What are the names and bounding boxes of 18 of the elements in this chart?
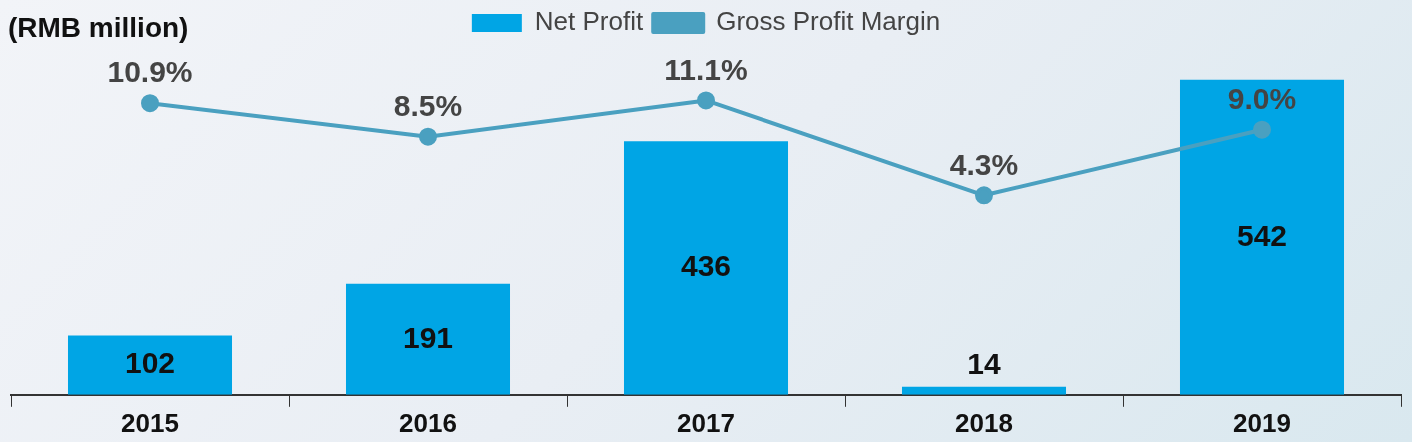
data-label: 14 xyxy=(967,346,1001,380)
x-tick-label: 2016 xyxy=(399,407,457,438)
chart-title: (RMB million) xyxy=(8,12,189,44)
legend-label: Gross Profit Margin xyxy=(716,6,941,37)
x-tick-label: 2015 xyxy=(121,407,179,438)
data-label: 10.9% xyxy=(107,55,193,89)
x-tick-label: 2018 xyxy=(955,407,1013,438)
data-label: 436 xyxy=(680,249,732,283)
data-label: 9.0% xyxy=(1227,81,1297,115)
data-label: 11.1% xyxy=(664,52,748,86)
data-label: 102 xyxy=(124,346,176,380)
data-label: 8.5% xyxy=(393,88,463,122)
x-tick-label: 2019 xyxy=(1233,407,1291,438)
data-label: 542 xyxy=(1236,218,1288,252)
data-label: 191 xyxy=(402,320,454,354)
data-label: 4.3% xyxy=(949,147,1019,181)
x-tick-label: 2017 xyxy=(677,407,735,438)
legend-label: Net Profit xyxy=(534,6,644,37)
